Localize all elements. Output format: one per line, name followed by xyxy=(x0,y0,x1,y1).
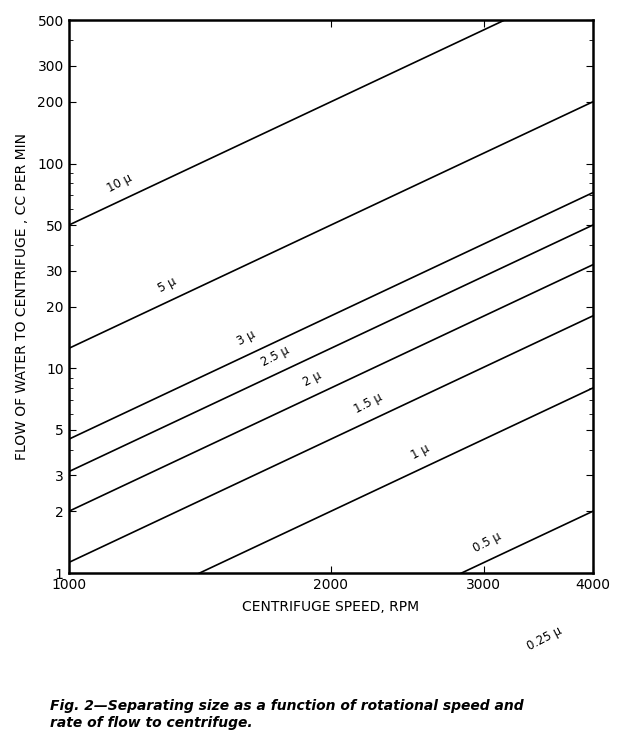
Text: 3 μ: 3 μ xyxy=(236,328,258,348)
Text: 1.5 μ: 1.5 μ xyxy=(352,391,384,416)
X-axis label: CENTRIFUGE SPEED, RPM: CENTRIFUGE SPEED, RPM xyxy=(242,600,419,614)
Text: 0.25 μ: 0.25 μ xyxy=(525,625,564,654)
Text: 2 μ: 2 μ xyxy=(301,369,324,389)
Text: 10 μ: 10 μ xyxy=(106,172,134,195)
Text: 2.5 μ: 2.5 μ xyxy=(259,344,291,369)
Text: 1 μ: 1 μ xyxy=(409,441,431,461)
Y-axis label: FLOW OF WATER TO CENTRIFUGE , CC PER MIN: FLOW OF WATER TO CENTRIFUGE , CC PER MIN xyxy=(15,133,29,461)
Text: 0.5 μ: 0.5 μ xyxy=(471,530,504,556)
Text: 5 μ: 5 μ xyxy=(156,274,178,295)
Text: Fig. 2—Separating size as a function of rotational speed and
rate of flow to cen: Fig. 2—Separating size as a function of … xyxy=(50,699,524,730)
